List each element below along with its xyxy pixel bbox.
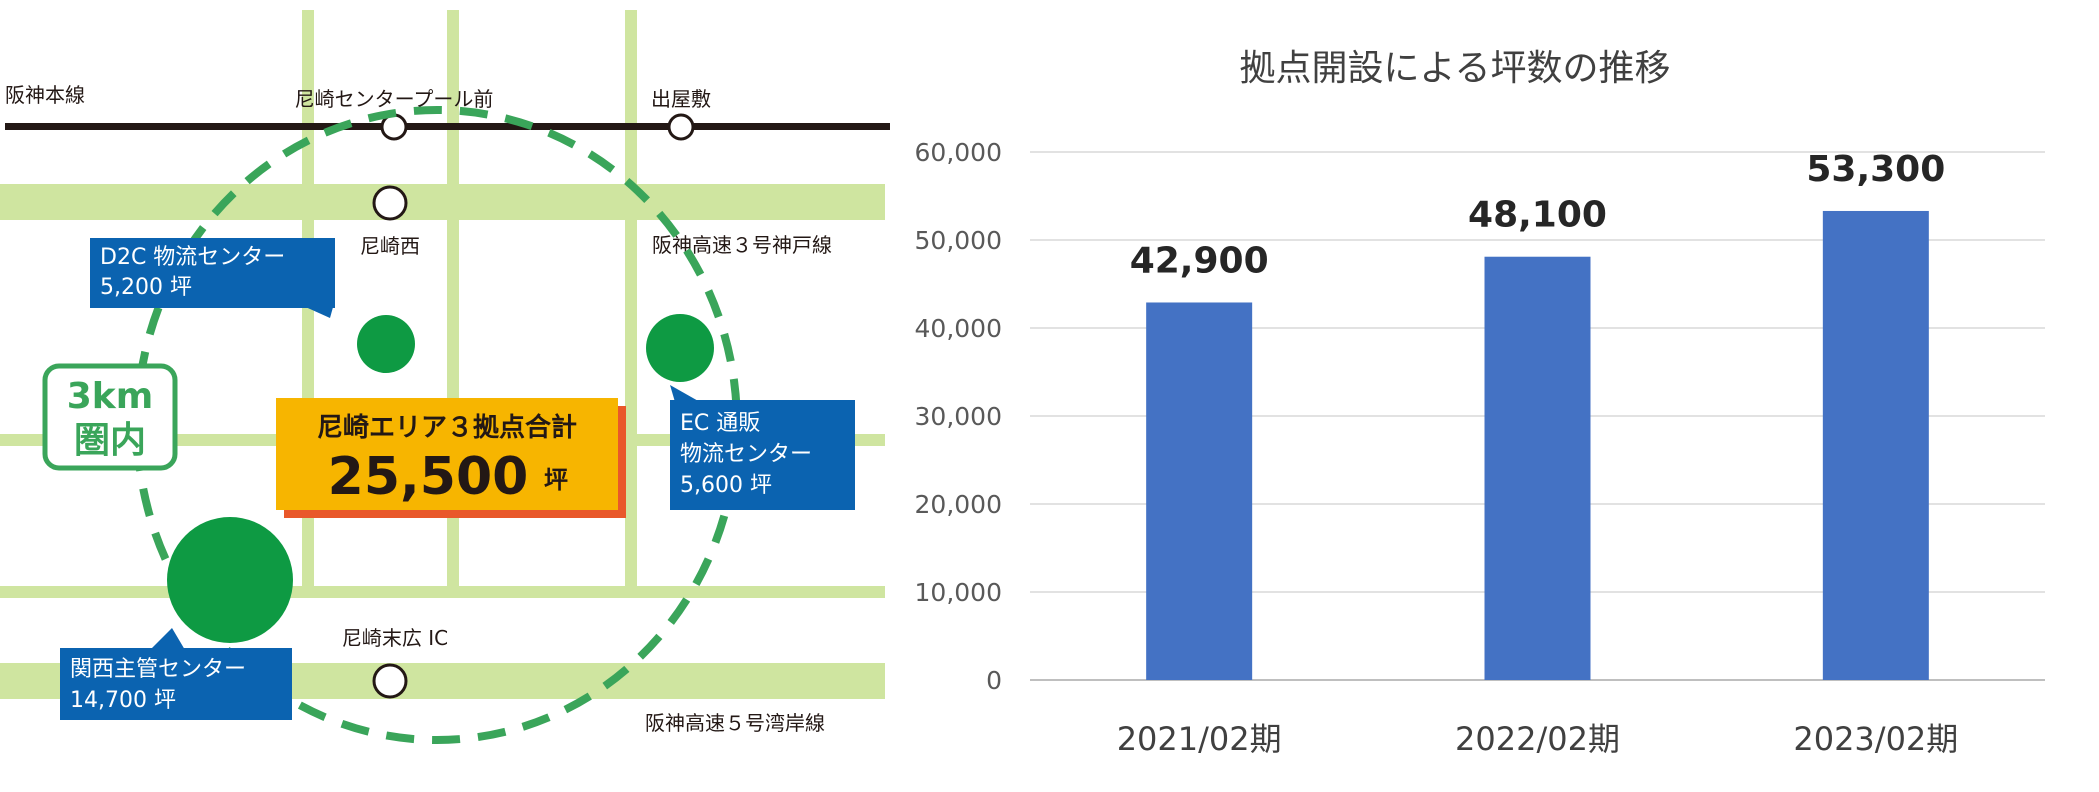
bar-value-label: 48,100 <box>1468 195 1607 236</box>
total-value: 25,500 <box>328 447 529 507</box>
y-tick-label: 50,000 <box>915 226 1002 255</box>
bar-value-label: 53,300 <box>1806 149 1945 190</box>
highway-wangan-label: 阪神高速５号湾岸線 <box>645 711 825 735</box>
radius-badge-line1: 3km <box>67 376 154 417</box>
total-unit: 坪 <box>544 466 568 494</box>
facility-kansai-marker <box>167 517 293 643</box>
facility-d2c-marker <box>357 315 415 373</box>
callout-kansai-line1: 関西主管センター <box>70 657 246 682</box>
y-tick-label: 20,000 <box>915 490 1002 519</box>
station-deyashiki-marker <box>667 113 695 141</box>
station-deyashiki-label: 出屋敷 <box>651 87 711 111</box>
railway-hanshin-main-line <box>5 123 890 130</box>
total-box: 尼崎エリア３拠点合計 25,500 坪 <box>276 398 626 518</box>
callout-ec-line2: 物流センター <box>680 442 812 467</box>
x-tick-label: 2022/02期 <box>1455 720 1620 758</box>
station-amagasaki-nishi-marker <box>372 185 408 221</box>
road-highway-kobe <box>0 184 885 220</box>
ic-label: 尼崎末広 IC <box>342 626 448 650</box>
road-vertical-3 <box>625 10 637 590</box>
callout-ec-line3: 5,600 坪 <box>680 473 772 498</box>
railway-label: 阪神本線 <box>5 83 85 107</box>
road-network <box>0 10 885 699</box>
x-tick-label: 2021/02期 <box>1117 720 1282 758</box>
area-map: 阪神本線 尼崎センタープール前 出屋敷 尼崎西 阪神高速３号神戸線 阪神高速５号… <box>0 10 890 744</box>
callout-ec: EC 通販 物流センター 5,600 坪 <box>670 385 855 510</box>
callout-kansai-line2: 14,700 坪 <box>70 688 176 713</box>
callout-d2c-line2: 5,200 坪 <box>100 275 192 300</box>
y-tick-label: 0 <box>986 666 1002 695</box>
station-amagasaki-nishi-label: 尼崎西 <box>360 234 420 258</box>
callout-ec-line1: EC 通販 <box>680 411 760 436</box>
facility-ec-marker <box>646 314 714 382</box>
y-tick-label: 40,000 <box>915 314 1002 343</box>
callout-kansai: 関西主管センター 14,700 坪 <box>60 628 292 720</box>
y-tick-label: 60,000 <box>915 138 1002 167</box>
bar <box>1484 256 1591 680</box>
y-tick-label: 10,000 <box>915 578 1002 607</box>
bar-chart: 拠点開設による坪数の推移 0 10,000 20,000 30,000 40,000 50… <box>915 48 2045 758</box>
x-axis-labels: 2021/02期 2022/02期 2023/02期 <box>1117 720 1959 758</box>
callout-d2c: D2C 物流センター 5,200 坪 <box>90 238 335 318</box>
road-horizontal-lower <box>0 586 885 598</box>
x-tick-label: 2023/02期 <box>1793 720 1958 758</box>
y-axis-ticks: 0 10,000 20,000 30,000 40,000 50,000 60,000 <box>915 138 1002 695</box>
bar-value-label: 42,900 <box>1130 240 1269 281</box>
callout-d2c-line1: D2C 物流センター <box>100 245 285 270</box>
radius-badge: 3km 圏内 <box>42 363 178 471</box>
highway-kobe-label: 阪神高速３号神戸線 <box>652 233 832 257</box>
bar <box>1822 210 1929 680</box>
data-labels: 42,900 48,100 53,300 <box>1130 149 1946 282</box>
station-center-pool-label: 尼崎センタープール前 <box>295 87 494 111</box>
ic-marker <box>372 663 408 699</box>
radius-badge-line2: 圏内 <box>74 420 146 461</box>
y-tick-label: 30,000 <box>915 402 1002 431</box>
bar <box>1146 302 1253 680</box>
total-title: 尼崎エリア３拠点合計 <box>317 412 577 443</box>
chart-bars <box>1146 210 1929 680</box>
chart-title: 拠点開設による坪数の推移 <box>1240 48 1671 89</box>
